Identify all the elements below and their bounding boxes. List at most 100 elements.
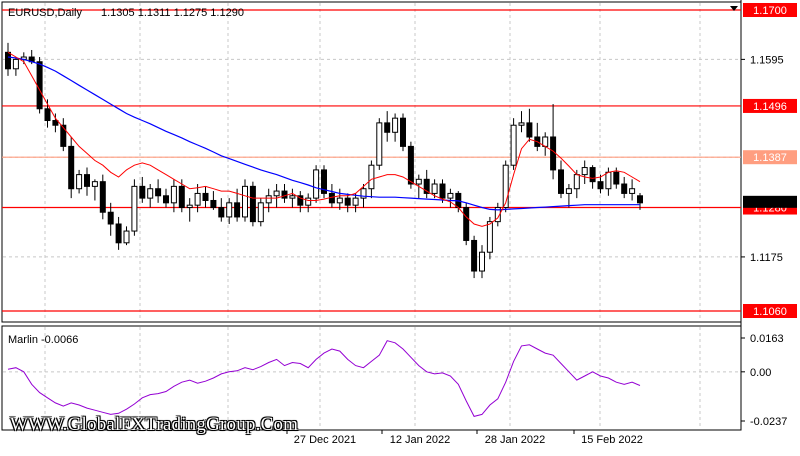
candle-body (352, 197, 359, 206)
level-label-box (743, 98, 797, 113)
level-label-box (743, 150, 797, 165)
candle-body (407, 145, 414, 185)
osc-tick-label: 0.00 (750, 367, 771, 379)
chart-symbol-label: EURUSD,Daily (8, 7, 82, 19)
time-tick-label: 27 Dec 2021 (294, 434, 356, 446)
candle-body (178, 185, 185, 209)
level-label-box (743, 3, 797, 17)
candle-body (313, 169, 320, 199)
candle-body (139, 185, 146, 199)
candle-body (131, 185, 138, 232)
candle-body (376, 122, 383, 166)
candle-body (400, 117, 406, 147)
chart-shift-triangle-icon[interactable] (730, 6, 738, 11)
level-label: 1.1387 (753, 152, 787, 164)
candle-body (558, 169, 564, 194)
time-tick-label: 12 Jan 2022 (390, 434, 451, 446)
candle-body (479, 251, 485, 272)
candle-body (99, 181, 106, 213)
level-label: 1.1060 (753, 306, 787, 318)
candle-body (36, 61, 43, 110)
price-tick-label: 1.1595 (750, 54, 784, 66)
candle-body (597, 181, 604, 190)
time-tick-label: 28 Jan 2022 (485, 434, 546, 446)
candle-body (226, 202, 233, 218)
oscillator-label: Marlin -0.0066 (8, 334, 78, 346)
candle-body (84, 174, 90, 187)
candle-body (526, 122, 533, 138)
candle-body (5, 51, 11, 70)
candle-body (384, 122, 391, 133)
candle-body (581, 167, 588, 176)
candle-body (431, 183, 438, 194)
candle-body (155, 188, 162, 197)
marlin-line (7, 340, 641, 417)
chart-ohlc-values: 1.1305 1.1311 1.1275 1.1290 (101, 7, 244, 19)
candle-body (621, 183, 628, 194)
current-price-tag (743, 195, 797, 208)
candle-body (494, 207, 501, 223)
candle-body (336, 197, 343, 204)
candle-body (392, 117, 399, 133)
candle-body (242, 185, 248, 218)
candle-body (605, 171, 612, 190)
price-axis: 1.1595 1.1175 (741, 54, 797, 264)
candle-body (123, 230, 130, 244)
candle-body (257, 202, 264, 223)
candle-body (68, 145, 75, 190)
candle-body (637, 195, 643, 204)
candle-body (502, 164, 509, 209)
candle-body (629, 188, 636, 194)
candle-body (423, 178, 430, 194)
candle-body (115, 223, 122, 244)
candle-body (170, 185, 177, 204)
candle-body (186, 204, 193, 209)
osc-tick-label: 0.0163 (750, 333, 784, 345)
candle-body (439, 183, 446, 199)
osc-tick-label: -0.0237 (750, 416, 787, 428)
candle-body (321, 169, 327, 194)
candle-body (613, 171, 620, 185)
candle-body (202, 192, 209, 201)
candle-body (510, 124, 517, 166)
candle-body (147, 188, 154, 199)
level-label: 1.1700 (753, 5, 787, 17)
level-label-box (743, 304, 797, 318)
candle-body (368, 164, 375, 190)
candle-body (281, 190, 288, 199)
candle-body (163, 195, 169, 204)
level-label: 1.1496 (753, 101, 787, 113)
candle-body (486, 221, 493, 253)
candle-body (305, 197, 312, 206)
time-tick-label: 15 Feb 2022 (581, 434, 643, 446)
candle-body (12, 58, 19, 70)
candle-body (210, 199, 217, 209)
candle-body (91, 181, 98, 187)
candle-body (249, 185, 256, 223)
candle-body (297, 195, 304, 206)
candle-body (107, 211, 114, 225)
candle-body (44, 108, 51, 122)
moving-average-fast-line (7, 51, 641, 227)
candle-body (234, 202, 241, 218)
candle-body (471, 239, 478, 272)
candle-body (289, 195, 296, 199)
candle-body (273, 190, 280, 197)
candle-body (344, 197, 351, 206)
watermark-text: WWW.GlobalFXTradingGroup.Com (10, 414, 299, 435)
marlin-oscillator: 0.0163 0.00 -0.0237 (3, 333, 787, 428)
time-axis: 27 Dec 2021 12 Jan 2022 28 Jan 2022 15 Feb … (286, 430, 643, 446)
candle-body (565, 188, 572, 194)
candle-body (76, 174, 83, 190)
candle-body (573, 174, 580, 190)
candle-body (265, 195, 272, 204)
candle-body (218, 207, 225, 218)
candle-body (550, 136, 557, 171)
moving-average-slow-line (7, 56, 640, 211)
candle-body (447, 192, 454, 199)
price-tick-label: 1.1175 (750, 252, 783, 264)
candle-body (52, 120, 59, 126)
